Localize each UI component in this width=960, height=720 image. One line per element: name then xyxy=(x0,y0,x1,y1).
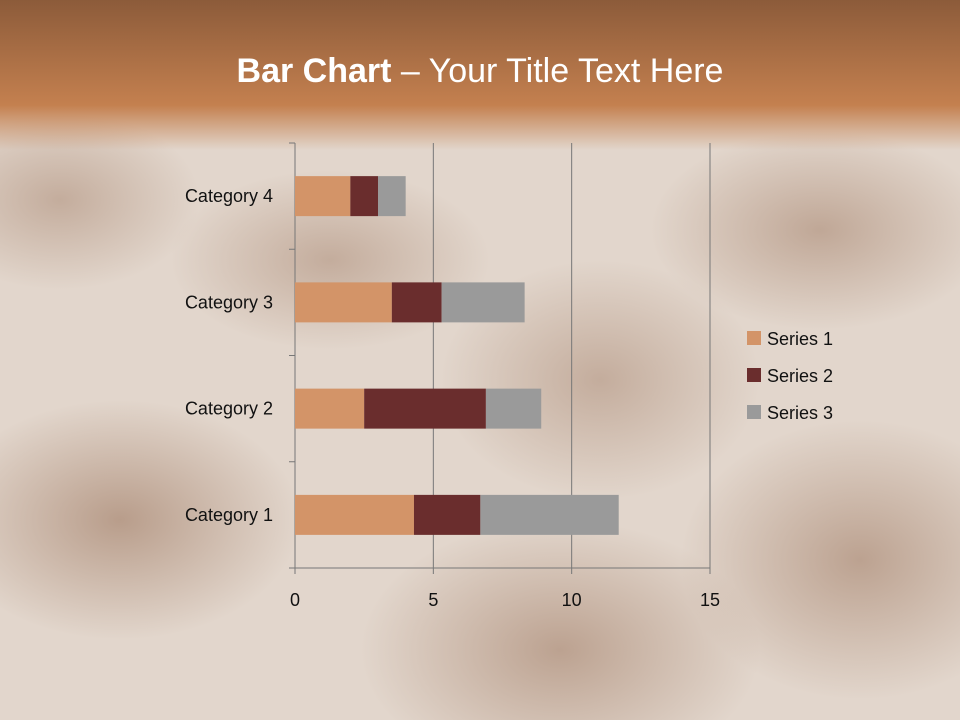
legend-swatch xyxy=(747,368,761,382)
bar-series-3 xyxy=(480,494,619,535)
bar-series-1 xyxy=(295,388,365,429)
bar-series-2 xyxy=(391,282,442,323)
bar-series-2 xyxy=(364,388,486,429)
legend-label: Series 1 xyxy=(767,329,833,349)
category-label: Category 2 xyxy=(185,399,273,419)
x-tick-label: 15 xyxy=(700,590,720,610)
legend-label: Series 3 xyxy=(767,403,833,423)
bar-series-1 xyxy=(295,494,414,535)
bar-series-1 xyxy=(295,176,351,217)
bar-series-3 xyxy=(441,282,525,323)
legend-swatch xyxy=(747,331,761,345)
legend-swatch xyxy=(747,405,761,419)
bar-series-3 xyxy=(378,176,406,217)
category-label: Category 1 xyxy=(185,505,273,525)
bar-series-2 xyxy=(350,176,378,217)
x-tick-label: 0 xyxy=(290,590,300,610)
bar-series-2 xyxy=(413,494,481,535)
bar-series-3 xyxy=(485,388,542,429)
category-label: Category 4 xyxy=(185,186,273,206)
bar-series-1 xyxy=(295,282,392,323)
x-tick-label: 10 xyxy=(562,590,582,610)
legend-label: Series 2 xyxy=(767,366,833,386)
title-band xyxy=(0,0,960,150)
x-tick-label: 5 xyxy=(428,590,438,610)
category-label: Category 3 xyxy=(185,292,273,312)
slide-title: Bar Chart – Your Title Text Here xyxy=(236,52,724,90)
